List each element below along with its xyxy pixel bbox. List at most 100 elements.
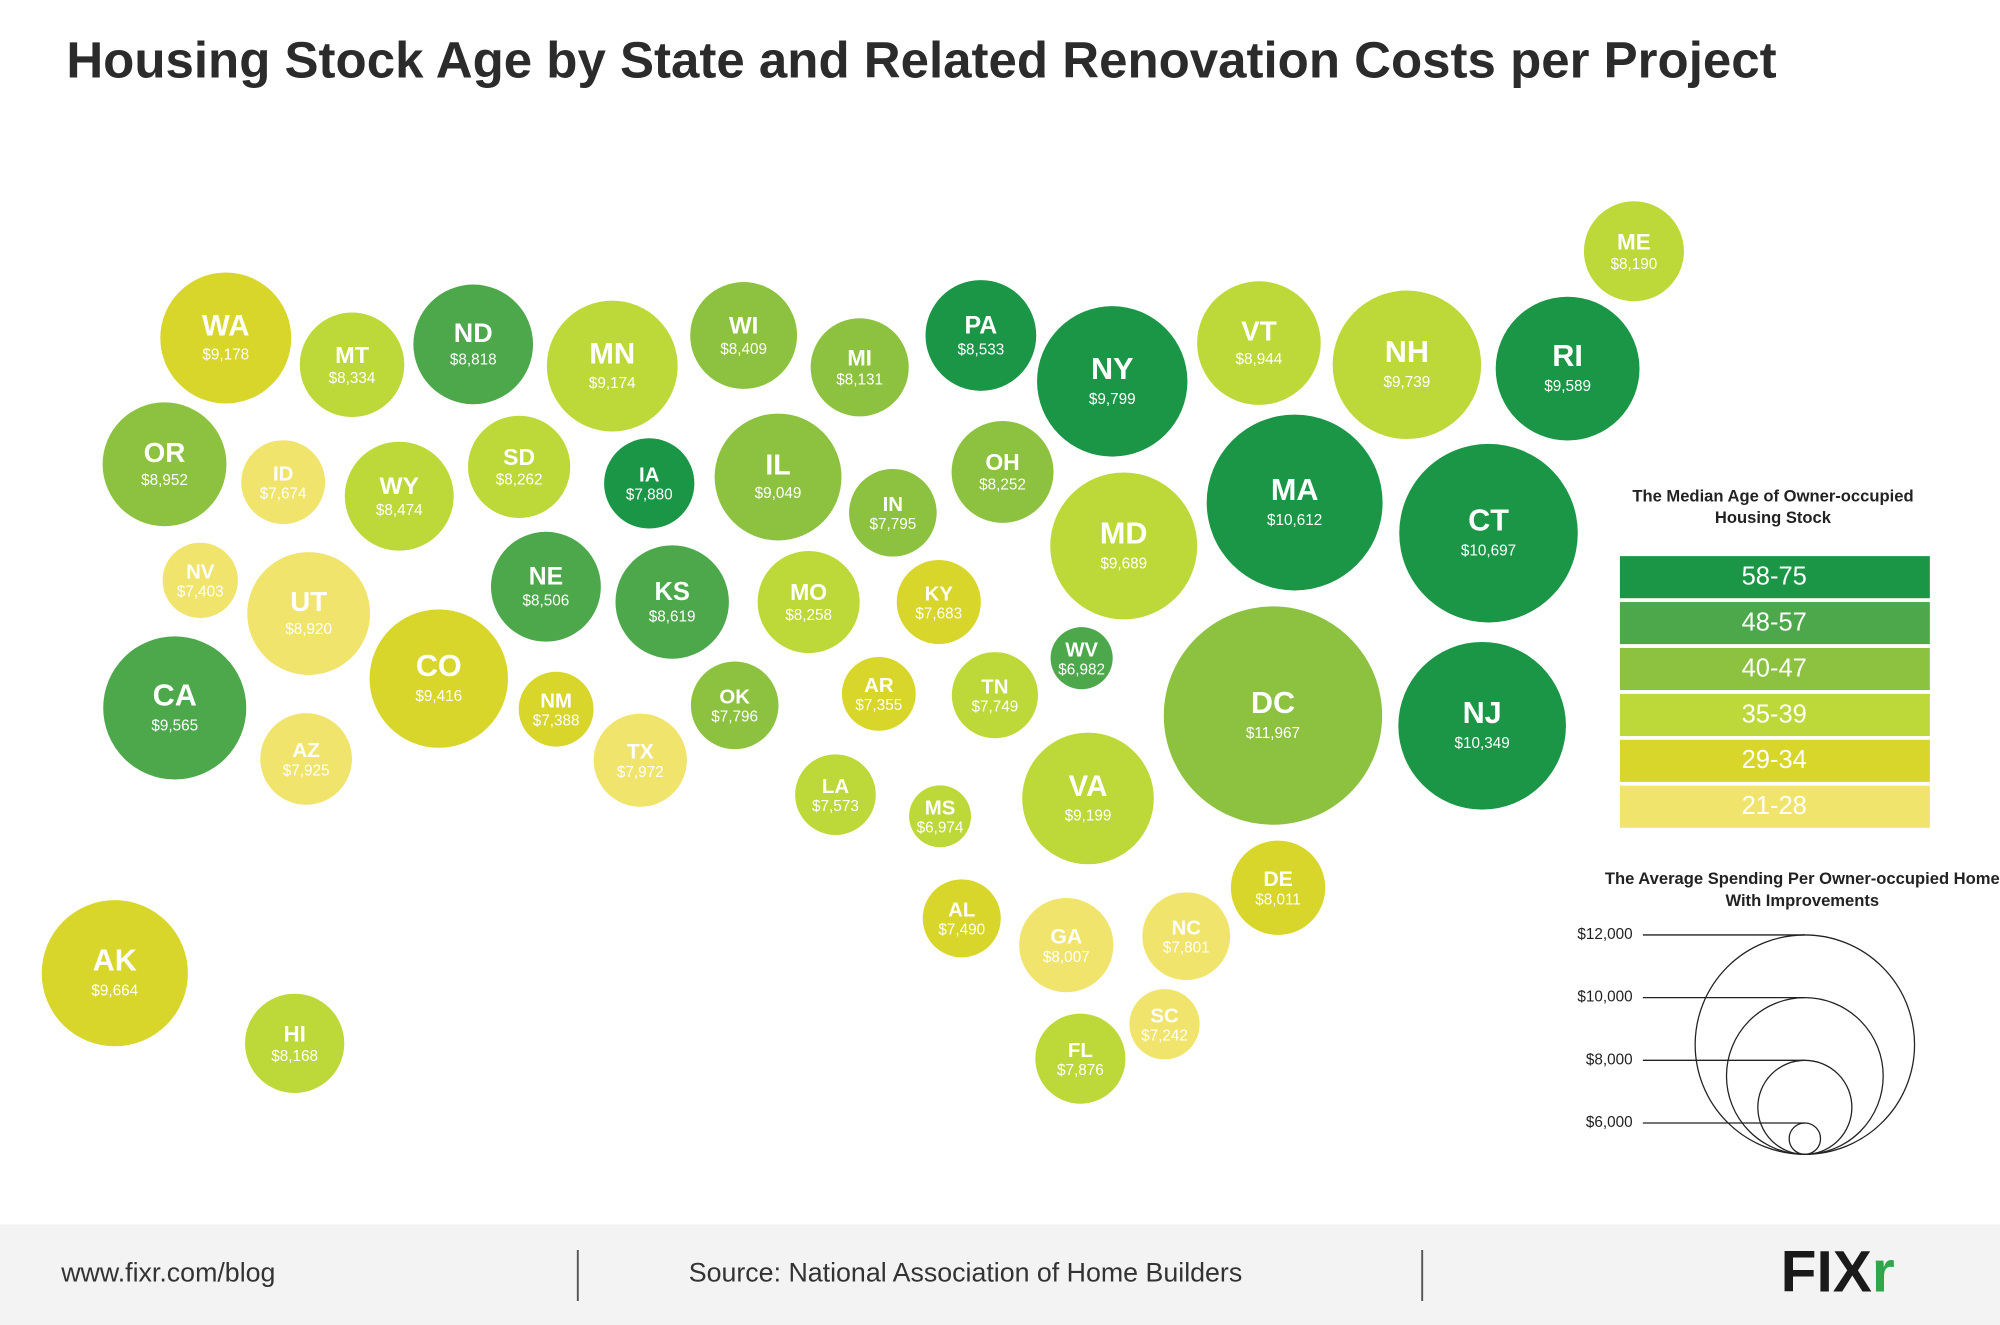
state-label: ID	[273, 463, 293, 485]
state-value: $7,795	[869, 516, 916, 533]
color-swatch	[1619, 556, 1930, 599]
state-label: OR	[144, 437, 186, 468]
state-value: $8,011	[1255, 892, 1301, 909]
state-label: AZ	[292, 739, 319, 762]
state-value: $8,258	[785, 607, 832, 624]
state-bubble	[1019, 898, 1114, 993]
state-label: SC	[1150, 1005, 1179, 1027]
state-label: VT	[1241, 316, 1277, 347]
state-label: NM	[540, 690, 572, 712]
state-bubble	[344, 441, 454, 551]
state-bubble	[102, 402, 227, 527]
state-bubble	[1022, 732, 1154, 865]
state-value: $7,490	[938, 922, 985, 939]
state-bubble	[1332, 290, 1482, 440]
color-swatch	[1619, 647, 1930, 691]
state-label: RI	[1552, 339, 1583, 373]
color-label: 29-34	[1742, 746, 1807, 774]
state-bubble	[841, 656, 916, 731]
bubbles: WA $9,178 MT $8,334 ND $8,818 MN $9,174 WI $8,409…	[41, 201, 1684, 1104]
state-bubble	[1050, 627, 1113, 690]
state-value: $7,876	[1057, 1062, 1104, 1079]
state-bubble	[244, 993, 345, 1094]
state-value: $6,982	[1058, 661, 1105, 678]
state-label: IN	[883, 494, 903, 516]
state-label: UT	[290, 586, 327, 617]
state-bubble	[260, 713, 352, 805]
state-value: $7,388	[533, 712, 580, 729]
state-value: $7,925	[283, 762, 330, 779]
state-value: $10,612	[1267, 512, 1322, 529]
state-value: $9,664	[91, 983, 138, 1000]
state-bubble	[951, 652, 1038, 739]
state-label: NY	[1091, 352, 1134, 386]
state-bubble	[1583, 201, 1684, 302]
state-bubble	[714, 413, 842, 541]
size-legend-label: $8,000	[1586, 1051, 1633, 1068]
state-label: NC	[1171, 917, 1201, 939]
state-label: MN	[589, 338, 635, 371]
state-bubble	[757, 550, 860, 654]
state-label: DC	[1251, 686, 1295, 720]
state-bubble	[1142, 892, 1231, 981]
state-label: CT	[1468, 504, 1509, 538]
state-label: KY	[925, 583, 954, 605]
state-label: IL	[765, 450, 790, 482]
state-label: IA	[639, 465, 660, 487]
state-bubble	[690, 661, 779, 750]
state-bubble	[1163, 606, 1383, 825]
state-value: $8,818	[450, 352, 497, 369]
state-bubble	[1399, 443, 1578, 623]
size-legend-label: $10,000	[1577, 989, 1632, 1006]
state-value: $11,967	[1246, 725, 1300, 742]
color-swatch	[1619, 785, 1930, 828]
color-label: 21-28	[1742, 792, 1807, 820]
footer-url: www.fixr.com/blog	[60, 1257, 275, 1287]
state-label: MA	[1271, 473, 1319, 507]
state-bubble	[1050, 472, 1198, 620]
state-bubble	[1035, 1013, 1126, 1104]
state-value: $8,944	[1236, 351, 1283, 368]
color-swatch	[1619, 602, 1930, 645]
state-value: $9,174	[589, 375, 636, 392]
state-value: $8,533	[957, 341, 1004, 358]
state-value: $8,506	[523, 593, 570, 610]
state-label: AL	[948, 900, 975, 922]
state-bubble	[241, 440, 326, 525]
state-label: VA	[1069, 770, 1108, 803]
state-bubble	[490, 531, 601, 642]
state-value: $10,697	[1461, 543, 1516, 560]
state-bubble	[849, 468, 937, 557]
state-bubble	[247, 552, 371, 675]
state-label: AK	[93, 944, 137, 978]
state-value: $7,573	[812, 798, 859, 815]
state-bubble	[795, 754, 876, 835]
state-bubble	[925, 280, 1037, 391]
state-value: $8,190	[1611, 256, 1658, 273]
state-label: CO	[416, 649, 462, 683]
state-value: $7,749	[971, 698, 1018, 715]
state-label: MT	[335, 342, 370, 368]
state-bubble	[468, 415, 571, 518]
state-bubble	[518, 671, 594, 747]
state-bubble	[593, 713, 687, 807]
state-label: TX	[627, 740, 654, 763]
state-bubble	[896, 559, 981, 645]
state-value: $9,049	[755, 485, 802, 502]
state-value: $8,474	[376, 502, 423, 519]
state-label: NH	[1385, 335, 1429, 369]
state-value: $8,409	[720, 341, 767, 358]
state-bubble	[1398, 641, 1566, 810]
state-label: WI	[729, 312, 758, 339]
state-label: ND	[454, 318, 493, 348]
state-bubble	[810, 318, 909, 417]
color-label: 58-75	[1742, 563, 1807, 591]
state-label: GA	[1050, 925, 1082, 948]
state-value: $8,262	[496, 472, 543, 489]
state-value: $8,920	[285, 621, 332, 638]
logo-main: FIX	[1781, 1239, 1872, 1304]
state-value: $7,801	[1163, 940, 1210, 957]
state-bubble	[413, 284, 534, 405]
chart-title: Housing Stock Age by State and Related R…	[66, 31, 1776, 88]
state-value: $9,799	[1089, 391, 1136, 408]
